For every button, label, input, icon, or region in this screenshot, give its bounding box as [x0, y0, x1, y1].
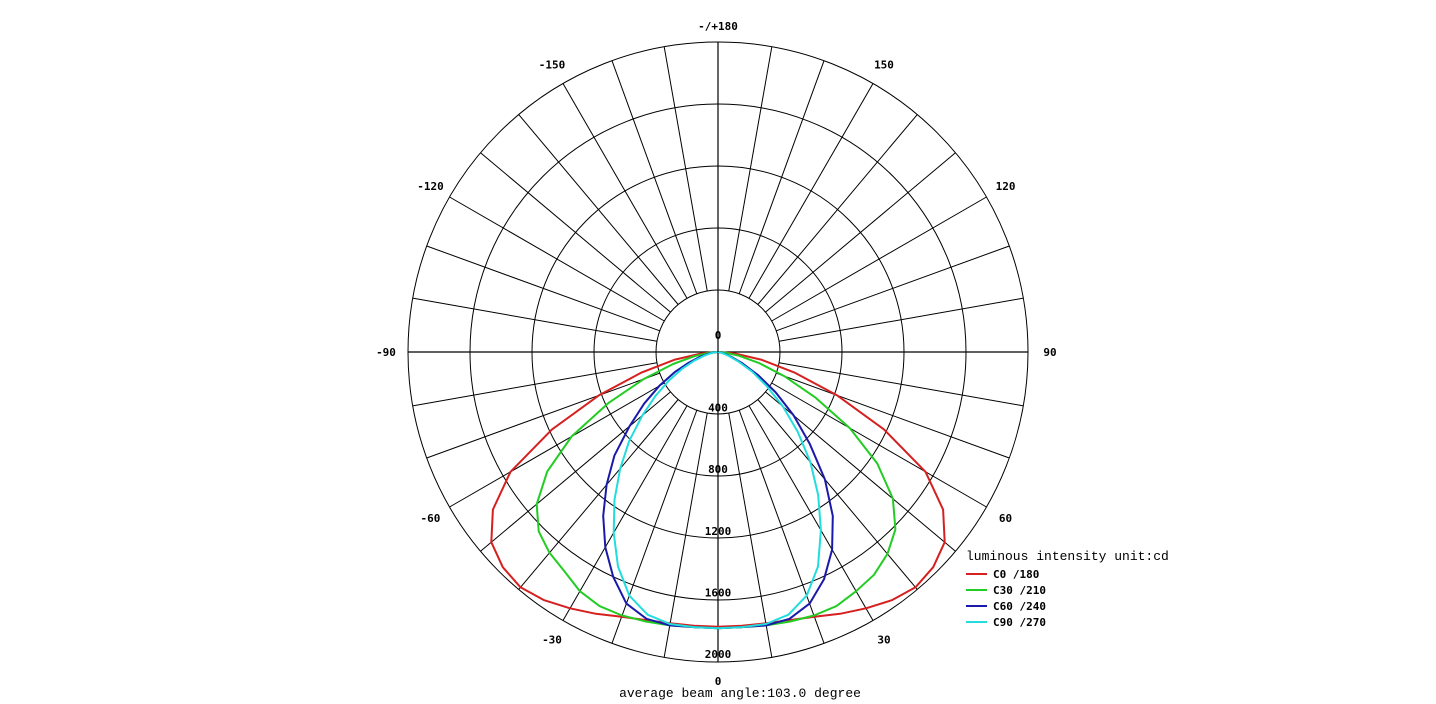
grid-spoke	[611, 60, 698, 294]
grid-spoke	[518, 399, 679, 590]
grid-spoke	[778, 297, 1024, 342]
grid-spoke	[480, 391, 671, 552]
grid-spoke	[611, 410, 698, 644]
grid-spoke	[771, 196, 987, 322]
grid-spoke	[412, 362, 658, 407]
angle-label: 120	[996, 180, 1016, 193]
radial-tick-label: 1600	[705, 586, 732, 599]
grid-spoke	[449, 196, 665, 322]
beam-angle-footer: average beam angle:103.0 degree	[619, 686, 861, 701]
legend-label: C0 /180	[993, 568, 1039, 581]
angle-label: 60	[999, 512, 1012, 525]
grid-spoke	[748, 405, 874, 621]
grid-spoke	[663, 412, 708, 658]
grid-spoke	[426, 245, 660, 332]
legend-label: C90 /270	[993, 616, 1046, 629]
grid-spoke	[412, 297, 658, 342]
radial-tick-label: 2000	[705, 648, 732, 661]
grid-spoke	[757, 399, 918, 590]
grid-spoke	[449, 382, 665, 508]
grid-spoke	[663, 46, 708, 292]
grid-spoke	[771, 382, 987, 508]
angle-label: -90	[376, 346, 396, 359]
grid-spoke	[426, 372, 660, 459]
radial-tick-label: 400	[708, 402, 728, 415]
legend-label: C60 /240	[993, 600, 1046, 613]
grid-spoke	[738, 60, 825, 294]
grid-spoke	[778, 362, 1024, 407]
radial-tick-label: 0	[715, 329, 722, 342]
grid-spoke	[562, 405, 688, 621]
grid-spoke	[562, 83, 688, 299]
angle-label: -/+180	[698, 20, 738, 33]
series-curve-4	[612, 351, 822, 630]
angle-label: -30	[542, 634, 562, 647]
grid-spoke	[748, 83, 874, 299]
radial-tick-label: 1200	[705, 525, 732, 538]
grid-spoke	[765, 152, 956, 313]
grid-spoke	[480, 152, 671, 313]
angle-label: -150	[539, 58, 566, 71]
grid-spoke	[765, 391, 956, 552]
angle-label: -120	[417, 180, 444, 193]
legend-label: C30 /210	[993, 584, 1046, 597]
series-curve-1	[490, 351, 946, 628]
angle-label: -60	[421, 512, 441, 525]
grid-spoke	[776, 372, 1010, 459]
angle-label: 90	[1043, 346, 1056, 359]
angle-label: 150	[874, 58, 894, 71]
angle-label: 30	[877, 634, 890, 647]
grid-spoke	[728, 412, 773, 658]
grid-spoke	[518, 114, 679, 305]
angle-label: 0	[715, 675, 722, 688]
grid-spoke	[757, 114, 918, 305]
grid-spoke	[776, 245, 1010, 332]
radial-tick-label: 800	[708, 463, 728, 476]
legend-title: luminous intensity unit:cd	[966, 549, 1169, 564]
grid-spoke	[728, 46, 773, 292]
